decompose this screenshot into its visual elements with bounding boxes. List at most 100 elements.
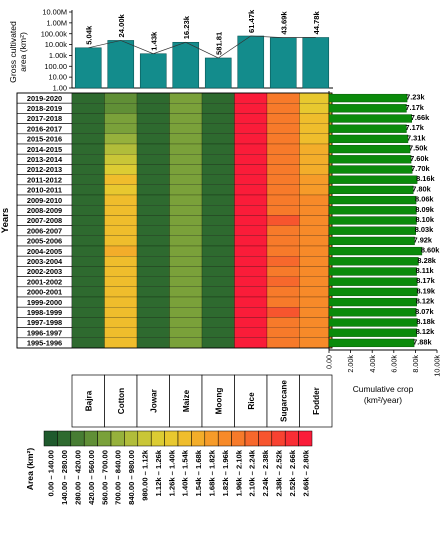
heatmap-cell (71, 194, 105, 206)
legend-swatch (150, 430, 165, 447)
heatmap-cell (201, 256, 235, 267)
heatmap-cell (71, 245, 105, 257)
year-row-label: 2008-2009 (27, 206, 62, 215)
cumulative-crop-value-label: 7.17k (405, 103, 424, 112)
year-row-label: 2003-2004 (27, 257, 63, 266)
cumulative-crop-value-label: 8.19k (416, 286, 435, 295)
heatmap-cell (104, 103, 138, 114)
heatmap-cell (299, 286, 333, 298)
heatmap-cell (104, 296, 138, 308)
gross-area-bar (302, 37, 330, 89)
cumulative-crop-bar (328, 104, 407, 113)
heatmap-cell (299, 113, 333, 124)
crop-column-label-box (234, 374, 268, 428)
heatmap-cell (266, 256, 300, 267)
heatmap-cell (266, 266, 300, 277)
heatmap-cell (234, 317, 268, 328)
heatmap-cell (104, 133, 138, 145)
cumulative-crop-bar (328, 287, 418, 297)
cumulative-crop-bar (328, 338, 415, 348)
gross-area-value-label: 43.69k (279, 11, 288, 35)
heatmap-cell (71, 327, 105, 338)
heatmap-cell (234, 327, 268, 338)
heatmap-cell (169, 215, 203, 226)
cumulative-crop-value-label: 8.11k (416, 266, 435, 275)
heatmap-cell (201, 154, 235, 165)
heatmap-cell (299, 317, 333, 328)
heatmap-cell (299, 225, 333, 236)
legend-class-label: 1.26k – 1.40k (167, 449, 176, 496)
y-axis-title-line1: Gross cultivated (8, 21, 18, 83)
heatmap-cell (136, 113, 170, 124)
heatmap-cell (234, 184, 268, 196)
heatmap-cell (266, 337, 300, 349)
cumulative-crop-bar (328, 226, 416, 235)
heatmap-cell (299, 296, 333, 308)
heatmap-cell (71, 307, 105, 318)
right-x-tick-label: 4.00k (368, 355, 377, 373)
legend-swatch (124, 430, 139, 447)
cumulative-crop-value-label: 7.66k (411, 113, 430, 122)
cumulative-crop-value-label: 7.60k (410, 154, 429, 163)
heatmap-cell (234, 256, 268, 267)
heatmap-cell (201, 184, 235, 196)
heatmap-cell (234, 286, 268, 298)
gross-area-bar-chart: 1.00 10.00 100.00 1.00k 10.00k 100.00k 1.00M10… (8, 8, 333, 93)
heatmap-cell (169, 317, 203, 328)
heatmap-cell (104, 92, 138, 104)
heatmap-cell (71, 154, 105, 165)
y-axis-title-line2: area (km²) (18, 32, 28, 72)
gross-area-value-label: 5.04k (84, 25, 93, 45)
heatmap-cell (169, 133, 203, 145)
cumulative-crop-bar (328, 246, 423, 256)
right-x-tick-label: 10.00k (433, 355, 442, 377)
gross-area-bar (269, 37, 297, 89)
heatmap-cell (169, 286, 203, 298)
heatmap-cell (234, 133, 268, 145)
crop-column-label-box (299, 374, 333, 428)
legend-class-label: 1.68k – 1.82k (208, 449, 217, 496)
cumulative-crop-bar (328, 297, 417, 307)
heatmap-cell (136, 337, 170, 349)
heatmap-cell (71, 215, 105, 226)
heatmap-cell (71, 103, 105, 114)
heatmap-cell (169, 307, 203, 318)
heatmap-cell (201, 327, 235, 338)
heatmap-cell (201, 123, 235, 134)
y-tick-label: 10.00M (42, 8, 67, 17)
heatmap-cell (299, 174, 333, 185)
heatmap-cell (104, 266, 138, 277)
heatmap-cell (136, 296, 170, 308)
gross-area-value-label: 581.81 (214, 31, 223, 55)
heatmap-cell (234, 123, 268, 134)
legend-swatch (177, 430, 192, 447)
gross-area-bar (139, 53, 167, 89)
crop-year-heatmap: Years 2019-20202018-20192017-20182016-201… (0, 92, 333, 428)
heatmap-cell (71, 205, 105, 216)
year-row-label: 2011-2012 (27, 175, 62, 184)
crop-column-label-box (201, 374, 235, 428)
crop-column-label: Jowar (149, 388, 158, 412)
heatmap-cell (104, 317, 138, 328)
right-x-tick-label: 0.00 (325, 355, 334, 369)
year-row-label: 2004-2005 (27, 247, 62, 256)
heatmap-cell (136, 92, 170, 104)
heatmap-cell (71, 174, 105, 185)
cumulative-crop-bar (328, 257, 419, 266)
cumulative-crop-bar (328, 114, 412, 123)
heatmap-cell (234, 113, 268, 124)
legend-swatch (97, 430, 112, 447)
heatmap-cell (201, 317, 235, 328)
heatmap-cell (104, 276, 138, 287)
heatmap-cell (201, 225, 235, 236)
legend-class-label: 0.00 – 140.00 (47, 450, 56, 496)
heatmap-cell (104, 113, 138, 124)
heatmap-cell (104, 225, 138, 236)
cumulative-crop-value-label: 8.12k (416, 327, 435, 336)
cumulative-crop-value-label: 8.16k (416, 174, 435, 183)
heatmap-cell (136, 215, 170, 226)
heatmap-cell (266, 184, 300, 196)
right-x-axis-title-line1: Cumulative crop (353, 384, 414, 394)
year-row-label: 2014-2015 (27, 145, 62, 154)
